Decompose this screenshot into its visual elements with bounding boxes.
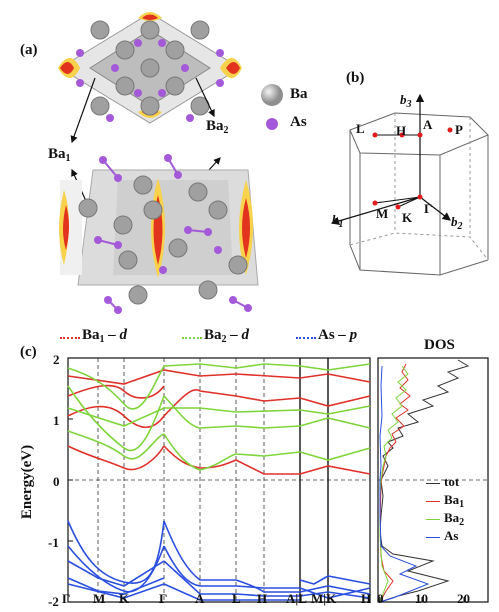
dos-legend-line-tot: [426, 483, 440, 484]
band-legend: Ba1 – d Ba2 – d As – p: [60, 327, 380, 349]
bz-label-Gamma: Γ: [424, 201, 433, 216]
y-axis-label: Energy(eV): [19, 444, 35, 520]
band-structure-plot: [67, 357, 371, 603]
dos-xtick-0: 0: [377, 591, 384, 606]
dos-legend-line-ba1: [426, 501, 440, 502]
bz-axis-b3: b3: [400, 92, 412, 110]
kpath-label-3: Γ: [159, 591, 168, 606]
panel-label-c: (c): [20, 344, 37, 360]
dos-title: DOS: [424, 337, 455, 353]
ba-legend-label: Ba: [290, 86, 308, 102]
bz-label-L: L: [356, 121, 365, 136]
bz-label-H: H: [396, 123, 407, 138]
bz-label-M: M: [376, 206, 389, 221]
ytick-2: 2: [53, 352, 60, 367]
legend-label-ba1: Ba1 – d: [82, 327, 128, 345]
as-legend-label: As: [290, 114, 307, 130]
ytick-1: 1: [53, 413, 60, 428]
bz-axis-b2: b2: [451, 214, 463, 232]
dos-legend-line-ba2: [426, 519, 440, 520]
legend-line-ba1: [60, 337, 80, 339]
kpath-label-6: H: [257, 591, 268, 606]
kpath-label-8: M|K: [311, 591, 337, 606]
bz-label-K: K: [402, 210, 413, 225]
ba1-site-label: Ba1: [48, 146, 71, 164]
bz-label-A: A: [423, 117, 433, 132]
dos-plot: [377, 357, 489, 603]
legend-line-as: [296, 337, 316, 339]
legend-label-as: As – p: [318, 327, 358, 343]
ytick-neg1: -1: [48, 535, 59, 550]
panel-label-b: (b): [346, 70, 365, 86]
ba-atom-icon: [261, 84, 283, 106]
brillouin-zone: [330, 93, 489, 276]
dos-xtick-10: 10: [415, 591, 428, 606]
kpath-label-1: M: [93, 591, 106, 606]
kpath-label-7: A|L: [286, 591, 307, 606]
dos-legend-ba1: Ba1: [444, 492, 465, 510]
kpath-label-4: A: [195, 591, 205, 606]
legend-line-ba2: [182, 337, 202, 339]
kpath-label-5: L: [232, 591, 241, 606]
kpath-label-2: K: [119, 591, 130, 606]
bz-axis-b1: b1: [332, 212, 344, 230]
ytick-neg2: -2: [48, 594, 59, 609]
dos-legend-line-as: [426, 537, 440, 538]
as-atom-icon: [266, 118, 278, 130]
dos-legend-as: As: [444, 528, 459, 543]
kpath-label-9: H: [361, 591, 372, 606]
dos-xtick-20: 20: [457, 591, 470, 606]
ba2-site-label: Ba2: [206, 118, 229, 136]
dos-legend: tot Ba1 Ba2 As: [426, 474, 490, 546]
bz-label-P: P: [455, 122, 463, 137]
dos-legend-tot: tot: [444, 474, 460, 489]
panel-label-a: (a): [20, 42, 38, 58]
ytick-0: 0: [53, 474, 60, 489]
legend-label-ba2: Ba2 – d: [204, 327, 250, 345]
dos-legend-ba2: Ba2: [444, 510, 465, 528]
crystal-top-view: [58, 12, 242, 124]
kpath-label-0: Γ: [62, 591, 71, 606]
crystal-side-view: [59, 154, 259, 314]
